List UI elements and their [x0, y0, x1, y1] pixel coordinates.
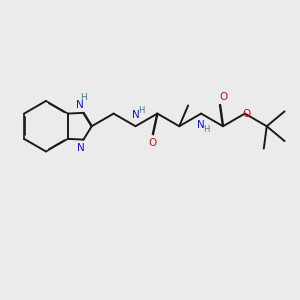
Text: N: N [197, 120, 205, 130]
Text: O: O [149, 138, 157, 148]
Text: N: N [76, 143, 84, 153]
Text: H: H [80, 93, 87, 102]
Text: H: H [138, 106, 144, 115]
Text: N: N [132, 110, 140, 120]
Text: O: O [242, 109, 250, 118]
Text: N: N [76, 100, 84, 110]
Text: H: H [203, 124, 210, 134]
Text: O: O [219, 92, 227, 101]
